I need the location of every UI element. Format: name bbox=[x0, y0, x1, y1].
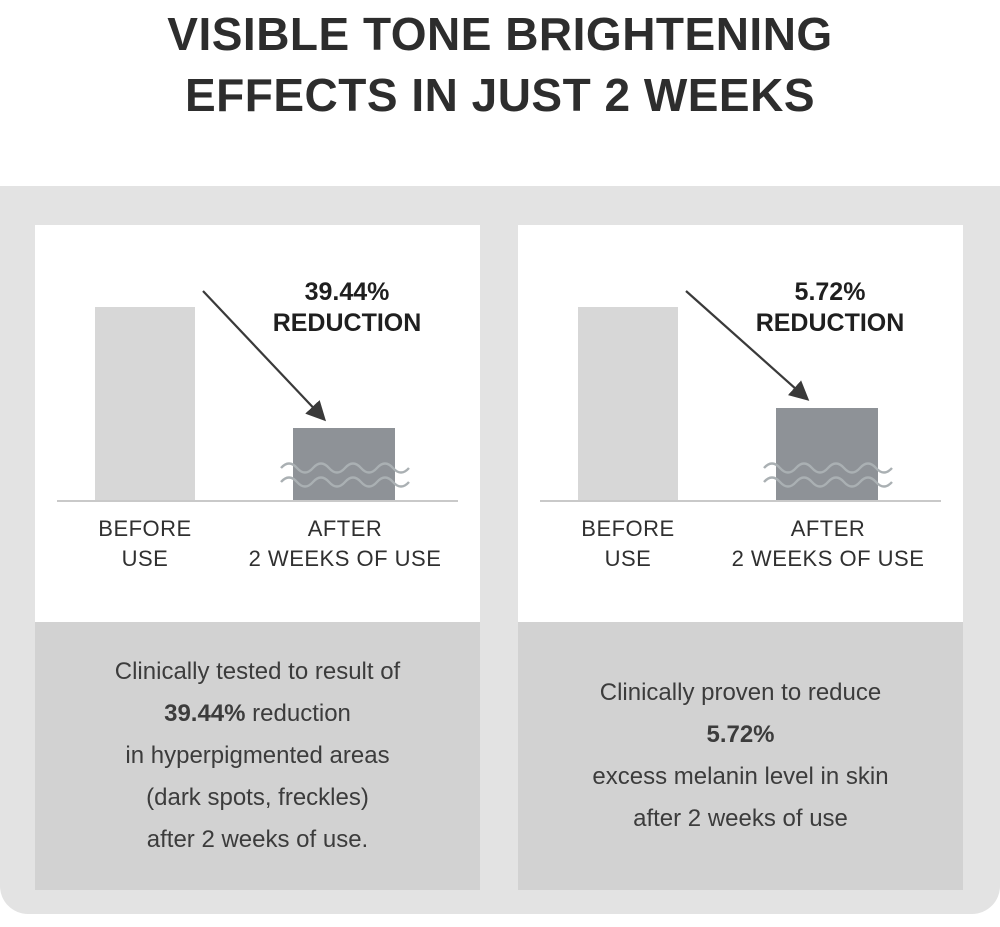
wave-break-icon-1 bbox=[763, 462, 893, 474]
caption-line-2-rest: reduction bbox=[245, 700, 351, 727]
after-label-line-2: 2 WEEKS OF USE bbox=[731, 546, 925, 571]
caption-bold-value: 5.72% bbox=[706, 721, 775, 748]
caption-box: Clinically proven to reduce 5.72% excess… bbox=[518, 622, 963, 890]
wave-break-icon-2 bbox=[280, 476, 410, 488]
after-label-line-1: AFTER bbox=[790, 516, 866, 541]
before-label-line-1: BEFORE bbox=[98, 516, 192, 541]
caption-line-2: 5.72% bbox=[706, 714, 774, 756]
before-label-line-1: BEFORE bbox=[581, 516, 675, 541]
caption-line-4: (dark spots, freckles) bbox=[146, 784, 369, 811]
reduction-annotation: 5.72% REDUCTION bbox=[700, 277, 960, 339]
reduction-arrow-line bbox=[202, 290, 327, 422]
title-line-1: VISIBLE TONE BRIGHTENING bbox=[167, 8, 833, 60]
chart-annotations bbox=[202, 290, 410, 488]
caption-line-1: Clinically tested to result of bbox=[114, 658, 401, 685]
caption-line-3: excess melanin level in skin bbox=[592, 763, 889, 790]
panel-hyperpigmentation: 39.44% REDUCTION BEFORE USE AFTER 2 WEEK… bbox=[35, 225, 480, 890]
reduction-value: 39.44% bbox=[304, 278, 390, 306]
caption-line-5: after 2 weeks of use. bbox=[146, 826, 369, 853]
chart-card: 5.72% REDUCTION BEFORE USE AFTER 2 WEEKS… bbox=[518, 225, 963, 622]
caption-box: Clinically tested to result of 39.44% re… bbox=[35, 622, 480, 890]
caption-bold-value: 39.44% bbox=[164, 700, 246, 727]
bar-chart bbox=[57, 225, 458, 502]
header: VISIBLE TONE BRIGHTENING EFFECTS IN JUST… bbox=[0, 0, 1000, 186]
after-axis-label: AFTER 2 WEEKS OF USE bbox=[718, 514, 938, 574]
before-label-line-2: USE bbox=[121, 546, 169, 571]
wave-break-icon-1 bbox=[280, 462, 410, 474]
title-line-2: EFFECTS IN JUST 2 WEEKS bbox=[184, 69, 816, 121]
reduction-value: 5.72% bbox=[794, 278, 866, 306]
chart-card: 39.44% REDUCTION BEFORE USE AFTER 2 WEEK… bbox=[35, 225, 480, 622]
bar-chart bbox=[540, 225, 941, 502]
panel-melanin: 5.72% REDUCTION BEFORE USE AFTER 2 WEEKS… bbox=[518, 225, 963, 890]
after-label-line-1: AFTER bbox=[307, 516, 383, 541]
bar-before bbox=[578, 307, 678, 500]
bar-before bbox=[95, 307, 195, 500]
caption-line-3: in hyperpigmented areas bbox=[125, 742, 390, 769]
after-label-line-2: 2 WEEKS OF USE bbox=[248, 546, 442, 571]
caption-line-2: 39.44% reduction bbox=[164, 693, 351, 735]
reduction-arrow-line bbox=[685, 290, 810, 401]
reduction-label: REDUCTION bbox=[755, 309, 905, 337]
bar-after bbox=[293, 428, 395, 500]
caption-line-1: Clinically proven to reduce bbox=[599, 679, 882, 706]
before-label-line-2: USE bbox=[604, 546, 652, 571]
content-area: 39.44% REDUCTION BEFORE USE AFTER 2 WEEK… bbox=[0, 186, 1000, 914]
reduction-label: REDUCTION bbox=[272, 309, 422, 337]
before-axis-label: BEFORE USE bbox=[548, 514, 708, 574]
reduction-annotation: 39.44% REDUCTION bbox=[217, 277, 477, 339]
after-axis-label: AFTER 2 WEEKS OF USE bbox=[235, 514, 455, 574]
wave-break-icon-2 bbox=[763, 476, 893, 488]
before-axis-label: BEFORE USE bbox=[65, 514, 225, 574]
page-title: VISIBLE TONE BRIGHTENING EFFECTS IN JUST… bbox=[0, 0, 1000, 126]
chart-annotations bbox=[685, 290, 893, 488]
caption-line-4: after 2 weeks of use bbox=[633, 805, 848, 832]
